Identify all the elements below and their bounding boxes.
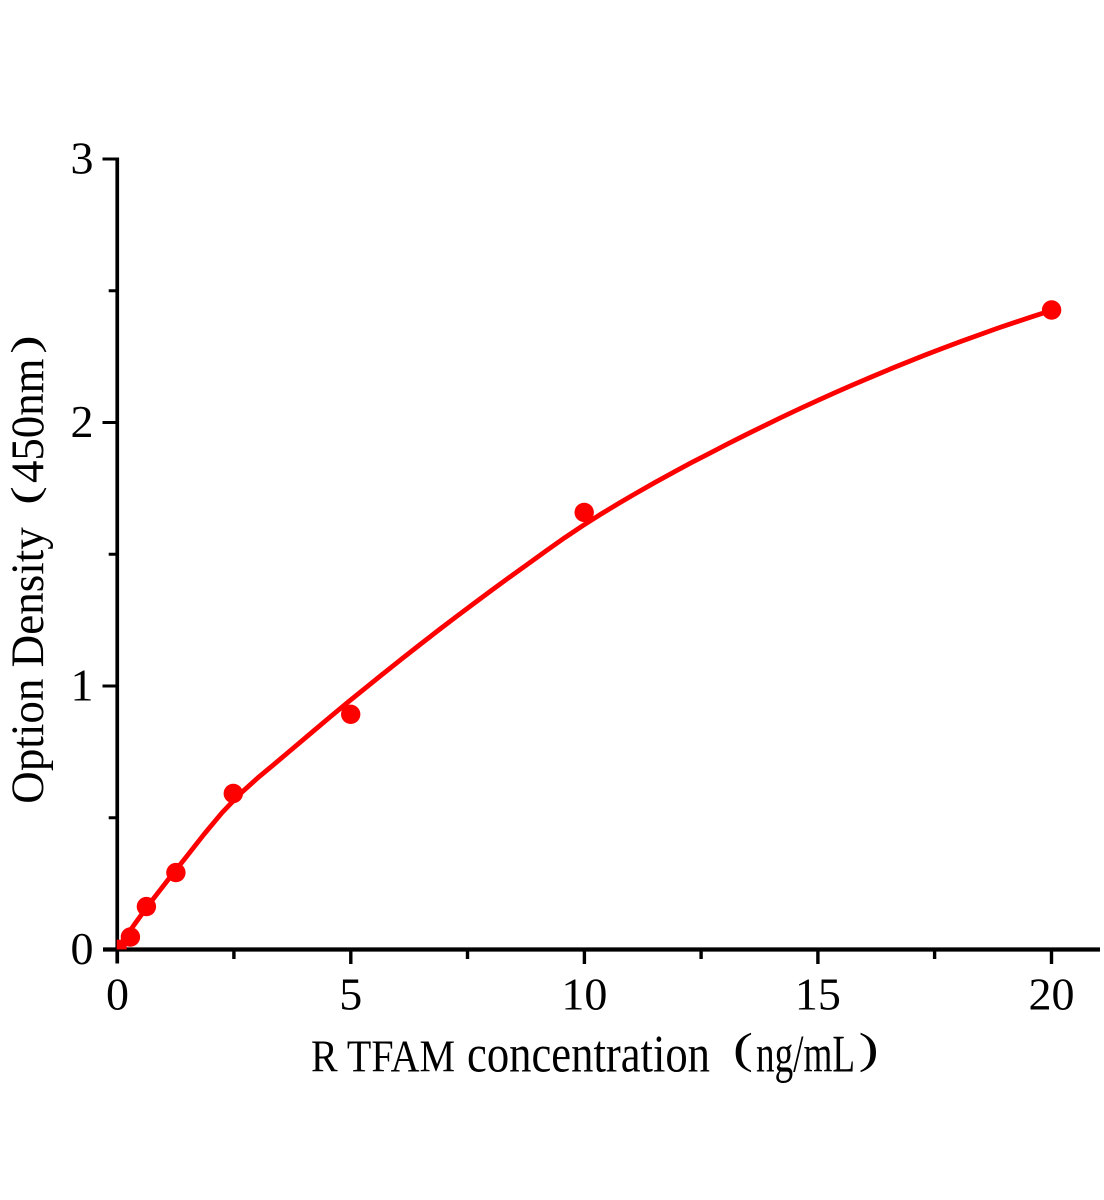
svg-text:5: 5 xyxy=(339,969,362,1020)
svg-text:0: 0 xyxy=(71,923,94,974)
svg-text:1: 1 xyxy=(71,660,94,711)
svg-text:15: 15 xyxy=(795,969,841,1020)
svg-text:Option Density(450nm): Option Density(450nm) xyxy=(2,335,54,804)
svg-text:10: 10 xyxy=(561,969,607,1020)
svg-text:3: 3 xyxy=(71,133,94,184)
svg-text:0: 0 xyxy=(106,969,129,1020)
svg-text:2: 2 xyxy=(71,396,94,447)
svg-text:20: 20 xyxy=(1029,969,1075,1020)
